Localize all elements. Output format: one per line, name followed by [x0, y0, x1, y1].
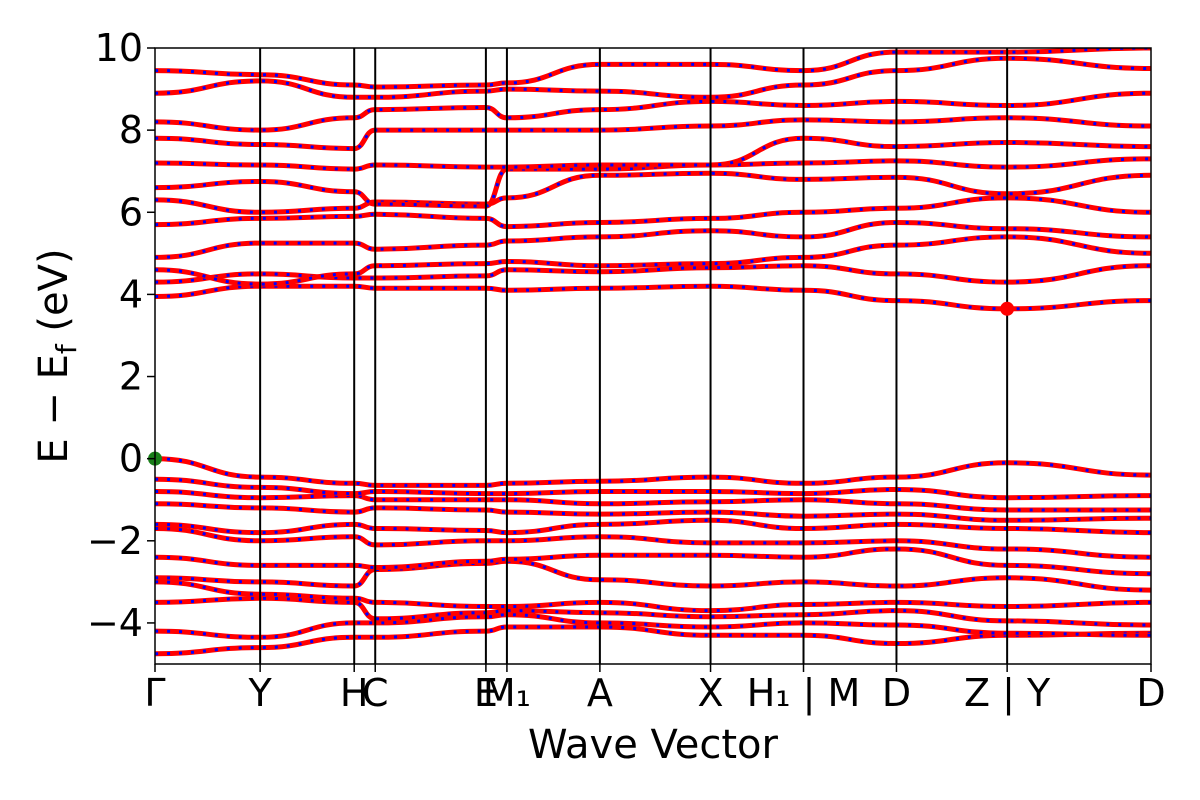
x-tick-label-1: Y: [248, 671, 273, 715]
band-line-overlay-22: [155, 56, 1151, 99]
band-line-overlay-1: [155, 613, 1151, 639]
x-tick-label-3: C: [362, 671, 389, 715]
y-axis-label-sub: f: [50, 343, 83, 354]
x-tick-label-6: A: [587, 671, 613, 715]
y-tick-label-4: 4: [119, 272, 143, 316]
band-line-5: [155, 546, 1151, 577]
x-axis-ticks: Γ Y HC EM₁ A X H₁ | M D Z | Y D: [144, 664, 1166, 716]
band-line-21: [155, 90, 1151, 133]
band-line-overlay-8: [155, 502, 1151, 522]
y-axis-ticks: −4 −2 0 2 4 6 8 10: [87, 26, 155, 645]
band-line-9: [155, 489, 1151, 513]
y-tick-label-2: 0: [119, 437, 143, 481]
band-line-overlay-3: [155, 580, 1151, 613]
band-line-10: [155, 476, 1151, 501]
band-line-overlay-18: [155, 157, 1151, 208]
band-line-1: [155, 612, 1151, 640]
x-tick-label-10: Z | Y: [964, 671, 1051, 716]
x-tick-label-5: M₁: [483, 671, 531, 715]
extremum-markers: [148, 301, 1015, 466]
x-tick-label-2: H: [340, 671, 369, 715]
band-line-overlay-12: [155, 284, 1151, 311]
y-tick-label-6: 8: [119, 108, 143, 152]
band-line-overlay-20: [155, 116, 1151, 151]
band-line-overlay-5: [155, 547, 1151, 576]
x-tick-label-4: E: [474, 671, 498, 715]
band-line-overlay-19: [155, 136, 1151, 171]
x-tick-label-8: H₁ | M: [747, 671, 861, 716]
y-axis-label-unit: (eV): [31, 248, 77, 344]
plot-frame: [154, 47, 1152, 665]
band-line-7: [155, 517, 1151, 536]
y-tick-label-0: −4: [87, 601, 143, 645]
y-tick-label-7: 10: [95, 26, 143, 70]
band-line-overlay-4: [155, 559, 1151, 592]
band-line-23: [155, 48, 1151, 90]
band-line-overlay-21: [155, 91, 1151, 132]
x-tick-label-11: D: [1136, 671, 1165, 715]
high-symmetry-lines: [259, 48, 1009, 664]
y-tick-label-5: 6: [119, 190, 143, 234]
band-line-overlay-14: [155, 235, 1151, 286]
band-line-11: [155, 456, 1151, 488]
y-tick-label-3: 2: [119, 355, 143, 399]
band-edge-marker-1: [1000, 301, 1015, 316]
x-tick-label-9: D: [882, 671, 911, 715]
band-line-overlay-15: [155, 220, 1151, 259]
band-line-2: [155, 595, 1151, 628]
band-line-overlay-2: [155, 596, 1151, 627]
x-tick-label-7: X: [698, 671, 724, 715]
band-line-overlay-13: [155, 264, 1151, 284]
y-axis-label: E − Ef (eV): [31, 248, 83, 463]
band-line-overlay-6: [155, 527, 1151, 559]
band-line-overlay-11: [155, 457, 1151, 487]
band-line-overlay-16: [155, 196, 1151, 229]
y-tick-label-1: −2: [87, 519, 143, 563]
x-axis-label: Wave Vector: [528, 722, 779, 768]
y-axis-label-main: E − E: [31, 354, 77, 464]
band-line-17: [155, 170, 1151, 215]
band-line-0: [155, 624, 1151, 657]
x-tick-label-0: Γ: [144, 671, 165, 715]
band-lines: [155, 48, 1151, 657]
